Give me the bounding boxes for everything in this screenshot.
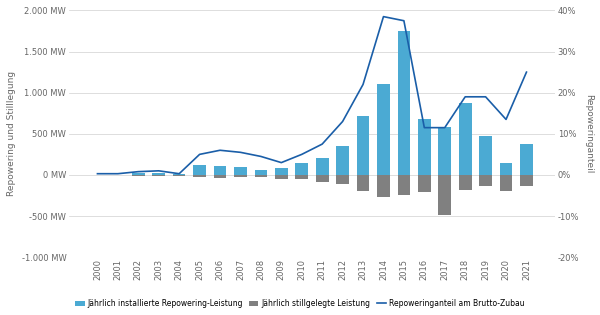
Bar (193, 165, 206, 175)
Bar (377, 175, 390, 197)
Legend: Jährlich installierte Repowering-Leistung, Jährlich stillgelegte Leistung, Repow: Jährlich installierte Repowering-Leistun… (73, 296, 527, 311)
Bar (356, 175, 370, 192)
Repoweringanteil am Brutto-Zubau (400, 19, 407, 23)
Bar (520, 175, 533, 186)
Bar (132, 173, 145, 175)
Bar (500, 175, 512, 191)
Repoweringanteil am Brutto-Zubau (176, 172, 183, 175)
Bar (418, 119, 431, 175)
Bar (316, 175, 329, 182)
Bar (439, 175, 451, 215)
Repoweringanteil am Brutto-Zubau (482, 95, 489, 99)
Repoweringanteil am Brutto-Zubau (278, 161, 285, 164)
Repoweringanteil am Brutto-Zubau (94, 172, 101, 175)
Bar (214, 175, 226, 178)
Bar (254, 170, 267, 175)
Repoweringanteil am Brutto-Zubau (421, 126, 428, 129)
Bar (336, 146, 349, 175)
Bar (479, 175, 492, 186)
Repoweringanteil am Brutto-Zubau (155, 169, 163, 173)
Repoweringanteil am Brutto-Zubau (114, 172, 121, 175)
Repoweringanteil am Brutto-Zubau (339, 120, 346, 123)
Repoweringanteil am Brutto-Zubau (380, 15, 387, 19)
Repoweringanteil am Brutto-Zubau (319, 142, 326, 146)
Bar (152, 175, 165, 176)
Bar (234, 175, 247, 177)
Repoweringanteil am Brutto-Zubau (461, 95, 469, 99)
Bar (295, 163, 308, 175)
Bar (234, 167, 247, 175)
Bar (336, 175, 349, 184)
Bar (418, 175, 431, 192)
Bar (295, 175, 308, 180)
Repoweringanteil am Brutto-Zubau (523, 70, 530, 74)
Bar (439, 127, 451, 175)
Bar (479, 136, 492, 175)
Repoweringanteil am Brutto-Zubau (217, 148, 224, 152)
Y-axis label: Repowering und Stilllegung: Repowering und Stilllegung (7, 71, 16, 196)
Bar (152, 173, 165, 175)
Bar (459, 103, 472, 175)
Bar (398, 175, 410, 195)
Bar (316, 158, 329, 175)
Bar (214, 166, 226, 175)
Bar (520, 144, 533, 175)
Repoweringanteil am Brutto-Zubau (135, 170, 142, 174)
Bar (275, 175, 287, 179)
Repoweringanteil am Brutto-Zubau (257, 155, 265, 158)
Bar (193, 175, 206, 177)
Bar (275, 168, 287, 175)
Bar (173, 174, 185, 175)
Repoweringanteil am Brutto-Zubau (237, 151, 244, 154)
Bar (356, 116, 370, 175)
Line: Repoweringanteil am Brutto-Zubau: Repoweringanteil am Brutto-Zubau (97, 17, 526, 174)
Bar (459, 175, 472, 190)
Bar (500, 163, 512, 175)
Repoweringanteil am Brutto-Zubau (502, 117, 509, 121)
Bar (398, 31, 410, 175)
Repoweringanteil am Brutto-Zubau (196, 152, 203, 156)
Bar (377, 84, 390, 175)
Repoweringanteil am Brutto-Zubau (359, 83, 367, 86)
Bar (254, 175, 267, 177)
Repoweringanteil am Brutto-Zubau (298, 152, 305, 156)
Y-axis label: Repoweringanteil: Repoweringanteil (584, 94, 593, 174)
Repoweringanteil am Brutto-Zubau (441, 126, 448, 129)
